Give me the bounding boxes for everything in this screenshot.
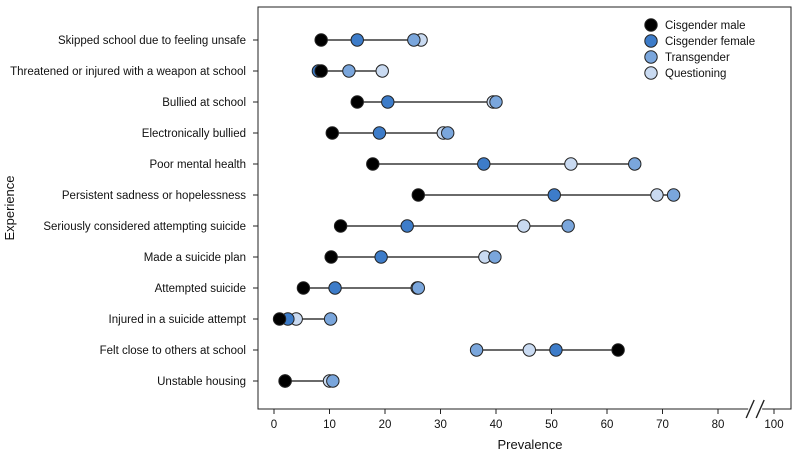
legend-label-cisgender-male: Cisgender male: [665, 20, 746, 32]
point-cisgender-male: [272, 312, 287, 326]
point-cisgender-male: [366, 157, 380, 171]
category-label: Attempted suicide: [155, 283, 246, 295]
point-transgender: [407, 33, 421, 47]
point-cisgender-female: [549, 343, 563, 357]
axis-break-mark-1: [745, 399, 755, 419]
point-transgender: [666, 188, 681, 202]
x-axis-title: Prevalence: [497, 437, 562, 452]
legend: Cisgender male Cisgender female Transgende…: [644, 18, 755, 80]
category-label: Injured in a suicide attempt: [109, 314, 247, 326]
x-tick-label-100: 100: [764, 419, 783, 431]
category-label: Persistent sadness or hopelessness: [62, 190, 246, 202]
point-cisgender-male: [411, 188, 425, 202]
point-questioning: [564, 157, 578, 171]
category-label: Poor mental health: [149, 159, 246, 171]
category-label: Unstable housing: [157, 376, 246, 388]
point-transgender: [326, 374, 340, 388]
category-label: Bullied at school: [162, 97, 246, 109]
point-transgender: [441, 126, 455, 140]
x-tick-label-30: 30: [434, 419, 447, 431]
category-labels: Skipped school due to feeling unsafe Thre…: [10, 35, 258, 388]
point-cisgender-female: [350, 33, 364, 47]
point-questioning: [517, 219, 531, 233]
point-transgender: [561, 219, 575, 233]
x-tick-label-20: 20: [379, 419, 392, 431]
point-questioning: [522, 343, 536, 357]
point-transgender: [489, 95, 503, 109]
x-tick-label-40: 40: [490, 419, 503, 431]
x-tick-label-0: 0: [271, 419, 277, 431]
axis-break-mark-2: [755, 399, 765, 419]
data-points: [272, 33, 681, 388]
legend-marker-transgender: [644, 50, 658, 64]
category-label: Electronically bullied: [142, 128, 246, 140]
point-transgender: [411, 281, 425, 295]
point-transgender: [342, 64, 356, 78]
legend-marker-questioning: [644, 66, 658, 80]
point-cisgender-female: [400, 219, 414, 233]
point-transgender: [323, 312, 338, 326]
point-transgender: [488, 250, 502, 264]
legend-label-transgender: Transgender: [665, 52, 730, 64]
point-transgender: [628, 157, 642, 171]
point-cisgender-female: [477, 157, 491, 171]
point-cisgender-female: [381, 95, 395, 109]
point-cisgender-male: [350, 95, 364, 109]
point-questioning: [375, 64, 389, 78]
point-cisgender-male: [314, 33, 328, 47]
category-label: Seriously considered attempting suicide: [43, 221, 246, 233]
point-cisgender-male: [333, 219, 348, 233]
point-cisgender-female: [547, 188, 561, 202]
category-label: Skipped school due to feeling unsafe: [58, 35, 246, 47]
point-cisgender-female: [328, 281, 342, 295]
point-cisgender-male: [325, 126, 339, 140]
x-tick-label-80: 80: [712, 419, 725, 431]
plot-frame: [257, 6, 792, 410]
point-transgender: [469, 343, 484, 357]
x-tick-label-10: 10: [323, 419, 336, 431]
x-axis: 0 10 20 30 40 50 60 70 80 100: [271, 399, 784, 431]
category-label: Felt close to others at school: [100, 345, 246, 357]
category-label: Threatened or injured with a weapon at s…: [10, 66, 246, 78]
legend-label-questioning: Questioning: [665, 68, 726, 80]
point-cisgender-male: [314, 64, 328, 78]
point-cisgender-male: [611, 343, 625, 357]
category-label: Made a suicide plan: [144, 252, 246, 264]
point-cisgender-male: [296, 281, 311, 295]
point-cisgender-male: [324, 250, 338, 264]
point-cisgender-male: [278, 374, 292, 388]
range-lines: [279, 39, 674, 382]
point-questioning: [650, 188, 664, 202]
point-cisgender-female: [372, 126, 387, 140]
x-tick-label-70: 70: [656, 419, 669, 431]
x-tick-label-50: 50: [545, 419, 558, 431]
legend-marker-cisgender-female: [644, 34, 658, 48]
legend-label-cisgender-female: Cisgender female: [665, 36, 755, 48]
y-axis-title: Experience: [2, 175, 17, 240]
legend-marker-cisgender-male: [644, 18, 658, 32]
x-tick-label-60: 60: [601, 419, 614, 431]
point-cisgender-female: [374, 250, 388, 264]
